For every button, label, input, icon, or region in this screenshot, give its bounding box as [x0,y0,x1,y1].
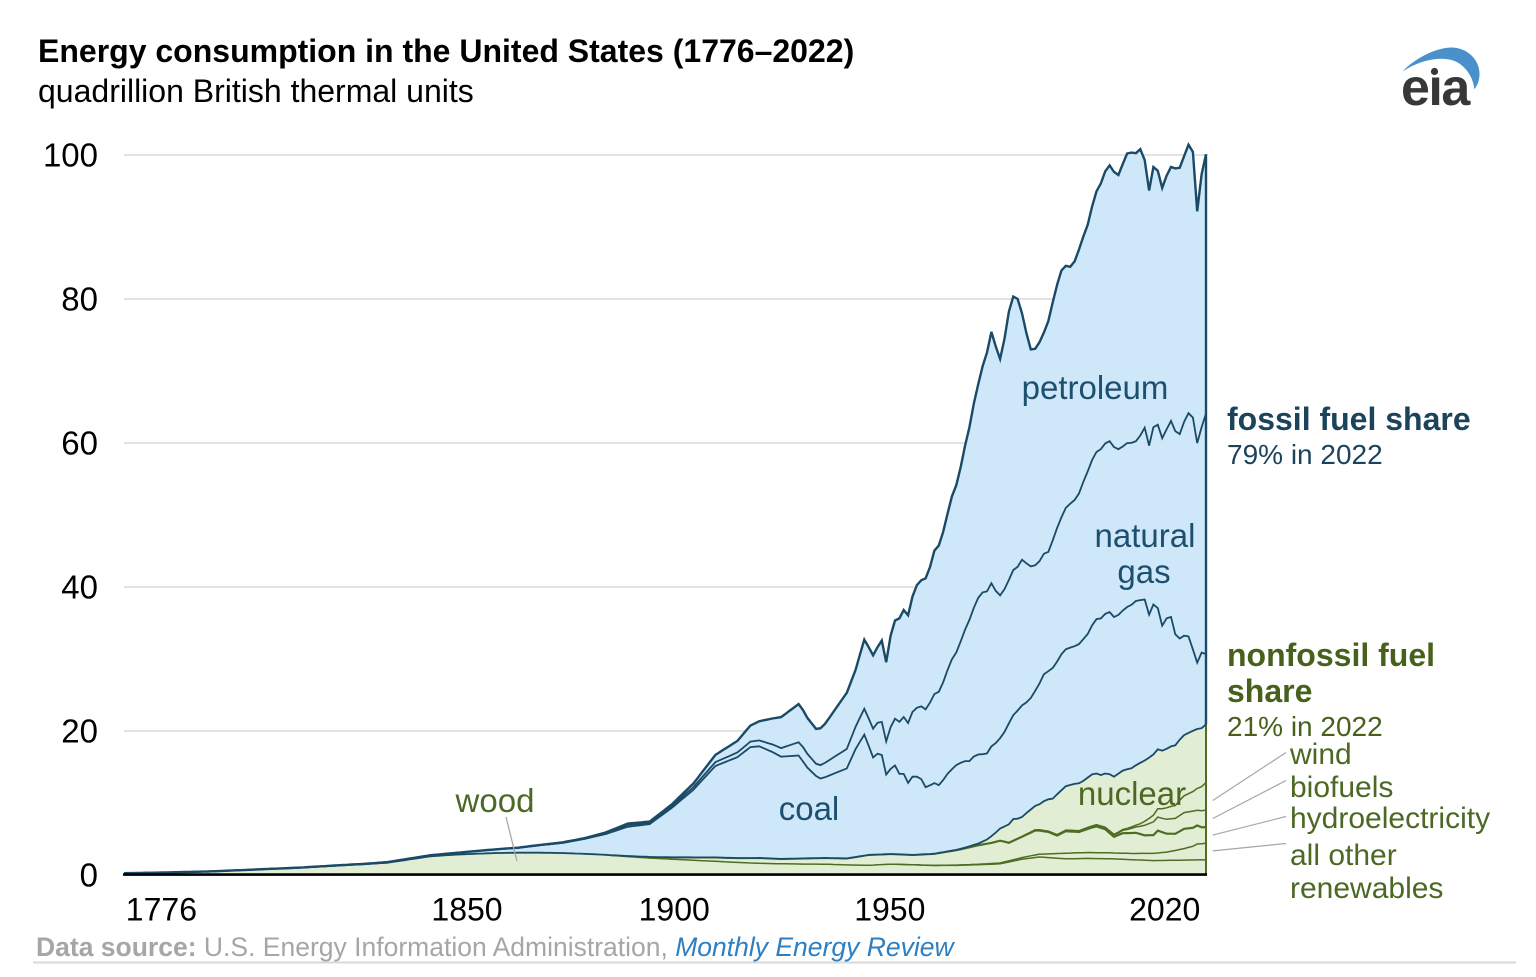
svg-text:nuclear: nuclear [1078,775,1186,812]
svg-text:quadrillion British thermal un: quadrillion British thermal units [38,73,474,109]
svg-text:eıa: eıa [1401,59,1471,117]
svg-text:fossil fuel share: fossil fuel share [1227,401,1471,437]
svg-text:1776: 1776 [126,892,197,928]
svg-text:renewables: renewables [1290,872,1443,905]
svg-text:hydroelectricity: hydroelectricity [1290,802,1490,835]
svg-text:gas: gas [1117,553,1170,590]
svg-text:all other: all other [1290,839,1397,872]
svg-text:1850: 1850 [431,892,502,928]
svg-text:natural: natural [1095,517,1196,554]
svg-text:wood: wood [455,782,535,819]
svg-text:79% in 2022: 79% in 2022 [1227,439,1383,470]
svg-text:Data source: U.S. Energy Infor: Data source: U.S. Energy Information Adm… [36,932,955,962]
svg-text:Energy consumption in the Unit: Energy consumption in the United States … [38,33,854,69]
svg-text:petroleum: petroleum [1022,369,1169,406]
svg-text:coal: coal [779,790,840,827]
svg-text:wind: wind [1289,738,1352,771]
svg-text:2020: 2020 [1129,892,1200,928]
svg-text:0: 0 [80,856,98,893]
svg-text:1950: 1950 [854,892,925,928]
svg-text:21% in 2022: 21% in 2022 [1227,711,1383,742]
svg-text:60: 60 [61,424,98,461]
svg-text:20: 20 [61,712,98,749]
svg-text:40: 40 [61,568,98,605]
svg-text:biofuels: biofuels [1290,771,1393,804]
svg-text:100: 100 [43,136,98,173]
svg-text:share: share [1227,673,1312,709]
svg-text:80: 80 [61,280,98,317]
svg-text:nonfossil fuel: nonfossil fuel [1227,637,1435,673]
svg-text:1900: 1900 [639,892,710,928]
